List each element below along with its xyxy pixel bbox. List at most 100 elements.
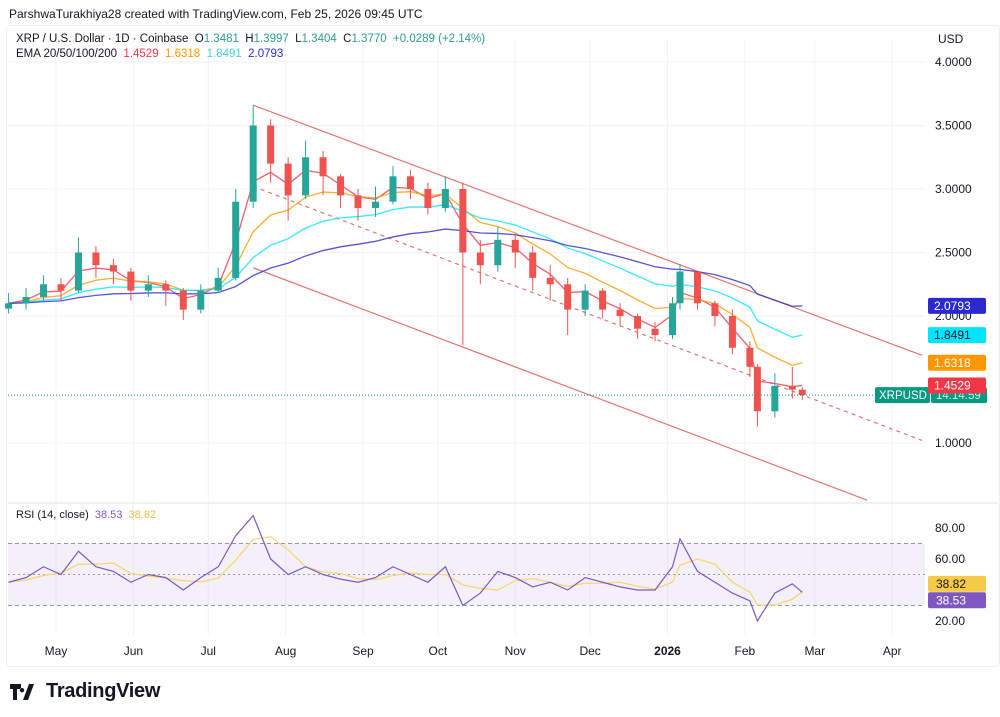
open-value: 1.3481 (203, 33, 239, 45)
candle-body (267, 125, 275, 164)
candle (57, 277, 65, 301)
ema20-badge-text: 1.4529 (934, 378, 971, 392)
candle (529, 246, 537, 291)
rsi-badge-text: 38.53 (936, 593, 966, 607)
candle-body (564, 284, 572, 310)
ema50-badge (928, 354, 986, 371)
candle (746, 341, 754, 377)
candle (564, 277, 572, 336)
candle (354, 189, 362, 221)
candle (337, 173, 345, 209)
rsi-tick-label: 80.00 (935, 521, 965, 535)
low-label: L (295, 33, 302, 45)
channel-middle-line (252, 185, 923, 442)
candle-body (771, 385, 779, 412)
candle (441, 176, 449, 212)
tradingview-logo[interactable]: TradingView (10, 680, 160, 703)
ema200-line (8, 228, 803, 307)
time-tick-label: Feb (735, 644, 756, 658)
candle (753, 364, 761, 427)
candle-body (511, 239, 519, 253)
candle-body (753, 366, 761, 412)
candle (476, 239, 484, 285)
time-tick-label: Aug (275, 644, 296, 658)
close-value: 1.3770 (351, 33, 387, 45)
ema100-line (8, 204, 803, 338)
candle-body (197, 290, 205, 310)
rsi-band-fill (8, 543, 925, 606)
time-tick-label: Sep (352, 644, 374, 658)
time-tick-label: Jun (124, 644, 143, 658)
symbol-title[interactable]: XRP / U.S. Dollar · 1D · Coinbase (16, 33, 189, 45)
candle-body (109, 265, 117, 272)
candle (676, 263, 684, 310)
ema200-badge (928, 297, 986, 314)
price-tick-label: 2.5000 (935, 246, 972, 260)
candle-body (634, 316, 642, 329)
candle-body (389, 176, 397, 202)
rsi-badge (928, 592, 986, 609)
ema-label[interactable]: EMA 20/50/100/200 (16, 48, 118, 60)
candle (319, 150, 327, 196)
time-tick-label: Jul (201, 644, 216, 658)
chart-credit: ParshwaTurakhiya28 created with TradingV… (9, 7, 423, 21)
candle-body (476, 252, 484, 266)
time-tick-label: May (45, 644, 68, 658)
symbol-legend: XRP / U.S. Dollar · 1D · Coinbase O1.348… (16, 32, 485, 62)
candle-body (144, 284, 152, 291)
candle-body (162, 284, 170, 291)
candle-body (424, 189, 432, 209)
candle-body (616, 309, 624, 316)
candle-body (5, 303, 13, 309)
candle (494, 227, 502, 272)
price-tick-label: 3.0000 (935, 182, 972, 196)
ema100-badge (928, 327, 986, 344)
candle-body (354, 195, 362, 209)
candle-body (581, 290, 589, 310)
candle (693, 271, 701, 310)
candle (669, 296, 677, 339)
candle (92, 246, 100, 278)
candle-body (302, 157, 310, 196)
candle-body (693, 271, 701, 304)
candle-body (651, 328, 659, 336)
candle-body (40, 284, 48, 297)
candle-body (676, 271, 684, 304)
candle-body (214, 277, 222, 291)
candle-body (746, 347, 754, 367)
time-tick-label: Mar (804, 644, 825, 658)
ema50-badge-text: 1.6318 (934, 356, 971, 370)
candle (109, 258, 117, 285)
tradingview-logo-icon (10, 683, 34, 700)
candle (232, 189, 240, 281)
time-tick-label: Nov (505, 644, 526, 658)
candle (406, 169, 414, 200)
candle-body (22, 296, 30, 304)
candle (40, 275, 48, 301)
candle-body (232, 201, 240, 278)
change-value: +0.0289 (+2.14%) (393, 33, 486, 45)
ema100-value: 1.8491 (206, 48, 242, 60)
candle-body (319, 157, 327, 177)
candle-body (798, 389, 806, 396)
candle (214, 267, 222, 294)
ema20-badge (928, 377, 986, 394)
candle-body (788, 385, 796, 390)
rsi-badge-text: 38.82 (936, 577, 966, 591)
ema50-value: 1.6318 (165, 48, 201, 60)
channel-upper-line (252, 104, 923, 356)
candle (127, 267, 135, 301)
candle (599, 288, 607, 319)
candle-body (669, 303, 677, 336)
high-label: H (245, 33, 254, 45)
candle-body (711, 303, 719, 316)
candle-body (441, 189, 449, 209)
candle (771, 373, 779, 418)
candle-body (546, 277, 554, 285)
currency-label[interactable]: USD (938, 32, 964, 46)
candle (546, 265, 554, 301)
candle (74, 237, 82, 294)
rsi-label[interactable]: RSI (14, close) (16, 509, 89, 521)
candle (144, 275, 152, 297)
